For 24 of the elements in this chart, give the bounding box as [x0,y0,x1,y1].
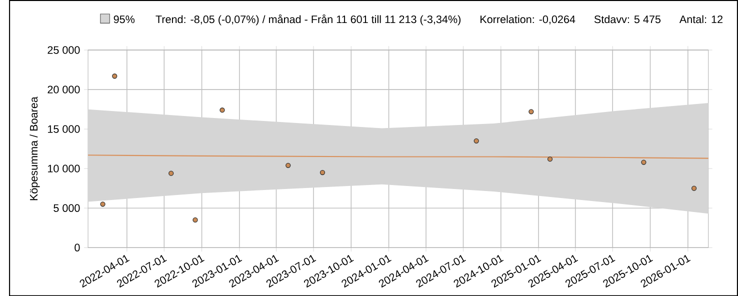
point [220,107,225,113]
y-tick-label: 25 000 [48,46,80,54]
point [691,186,697,191]
point [168,170,174,176]
text: Antal: 12 [679,15,723,23]
y-tick-label: 5 000 [54,204,80,212]
y-tick-label: 15 000 [48,125,80,133]
text: 95% [114,15,135,23]
point [528,108,534,114]
point [100,201,106,207]
point [192,217,198,222]
y-axis-title: Köpesumma / Boarea [30,96,40,200]
text: Trend: -8,05 (-0,07%) / månad - Från 11 601 till 11 213 (-3,34%) [156,14,460,26]
point [286,162,291,168]
text: Korrelation: -0,0264 [480,15,576,24]
y-tick-label: 0 [74,244,80,252]
point [547,156,553,162]
point [474,138,479,144]
point [112,73,118,79]
point [320,170,326,175]
text: Stdavv: 5 475 [594,15,661,23]
point [641,160,646,165]
y-tick-label: 10 000 [48,164,80,172]
y-tick-label: 20 000 [48,86,80,94]
